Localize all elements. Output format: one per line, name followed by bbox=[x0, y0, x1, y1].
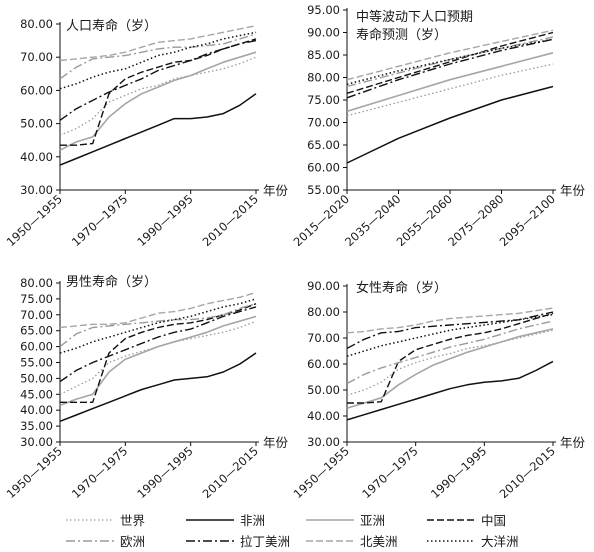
chart-title: 女性寿命（岁） bbox=[356, 280, 447, 296]
series-line-europe bbox=[59, 303, 257, 348]
x-tick-label: 1990—1995 bbox=[134, 444, 195, 501]
x-tick-label: 2010—2015 bbox=[200, 444, 261, 501]
x-axis-unit-label: 年份 bbox=[560, 183, 586, 198]
series-line-asia bbox=[59, 315, 257, 407]
y-tick-label: 85.00 bbox=[307, 48, 340, 62]
x-tick-label: 1970—1975 bbox=[359, 444, 420, 501]
y-tick-label: 60.00 bbox=[307, 161, 340, 175]
series-line-world bbox=[346, 329, 554, 396]
series-line-world bbox=[346, 63, 554, 117]
y-tick-label: 45.00 bbox=[20, 387, 53, 401]
series-line-europe bbox=[346, 36, 554, 88]
y-tick-label: 50.00 bbox=[20, 117, 53, 131]
x-tick-label: 1970—1975 bbox=[69, 444, 130, 501]
y-tick-label: 35.00 bbox=[20, 419, 53, 433]
series-line-africa bbox=[59, 352, 257, 422]
y-tick-label: 95.00 bbox=[307, 3, 340, 17]
chart-panel-2: 55.00 60.00 65.00 70.00 75.00 80.00 85.00 90.00… bbox=[291, 3, 586, 249]
series-line-africa bbox=[59, 93, 257, 166]
y-tick-label: 70.00 bbox=[20, 50, 53, 64]
series-line-latam bbox=[346, 311, 554, 350]
x-axis-unit-label: 年份 bbox=[263, 183, 289, 198]
y-tick-label: 55.00 bbox=[20, 356, 53, 370]
y-tick-label: 65.00 bbox=[20, 324, 53, 338]
y-tick-label: 90.00 bbox=[307, 26, 340, 40]
series-line-china bbox=[60, 303, 257, 403]
series-line-oceania bbox=[346, 38, 554, 86]
series-line-asia bbox=[59, 51, 257, 151]
y-tick-label: 70.00 bbox=[307, 331, 340, 345]
y-tick-label: 80.00 bbox=[307, 305, 340, 319]
series-line-world bbox=[59, 320, 257, 395]
legend-label-africa: 非洲 bbox=[240, 513, 265, 528]
y-tick-label: 30.00 bbox=[307, 435, 340, 449]
x-tick-label: 1950—1955 bbox=[4, 444, 65, 501]
y-tick-label: 40.00 bbox=[20, 403, 53, 417]
x-tick-label: 1990—1995 bbox=[134, 192, 195, 249]
legend-label-europe: 欧洲 bbox=[120, 534, 145, 549]
series-line-world bbox=[59, 56, 257, 136]
y-tick-label: 65.00 bbox=[307, 138, 340, 152]
series-line-europe bbox=[59, 33, 257, 80]
y-tick-label: 80.00 bbox=[20, 276, 53, 290]
x-axis-unit-label: 年份 bbox=[560, 435, 586, 450]
y-tick-label: 90.00 bbox=[307, 279, 340, 293]
series-line-china bbox=[347, 312, 554, 404]
series-line-africa bbox=[346, 85, 554, 164]
series-line-namerica bbox=[346, 307, 554, 334]
legend-label-oceania: 大洋洲 bbox=[481, 534, 519, 549]
series-line-latam bbox=[346, 38, 554, 99]
y-tick-label: 60.00 bbox=[20, 83, 53, 97]
y-tick-label: 30.00 bbox=[20, 183, 53, 197]
x-tick-label: 2095—2100 bbox=[497, 192, 558, 249]
y-tick-label: 50.00 bbox=[20, 371, 53, 385]
y-tick-label: 60.00 bbox=[20, 340, 53, 354]
series-line-china bbox=[60, 38, 257, 146]
y-tick-label: 75.00 bbox=[307, 93, 340, 107]
y-tick-label: 70.00 bbox=[20, 308, 53, 322]
y-tick-label: 55.00 bbox=[307, 183, 340, 197]
x-tick-label: 1950—1955 bbox=[291, 444, 352, 501]
legend-label-latam: 拉丁美洲 bbox=[240, 534, 290, 549]
legend-label-china: 中国 bbox=[481, 513, 506, 528]
series-line-africa bbox=[346, 360, 554, 421]
series-line-europe bbox=[346, 320, 554, 385]
x-axis-unit-label: 年份 bbox=[263, 435, 289, 450]
x-tick-label: 1950—1955 bbox=[4, 192, 65, 249]
x-tick-label: 1970—1975 bbox=[69, 192, 130, 249]
y-tick-label: 30.00 bbox=[20, 435, 53, 449]
legend-label-world: 世界 bbox=[120, 513, 146, 528]
series-line-namerica bbox=[346, 29, 554, 81]
legend-label-namerica: 北美洲 bbox=[360, 534, 398, 549]
y-tick-label: 80.00 bbox=[307, 71, 340, 85]
y-tick-label: 50.00 bbox=[307, 383, 340, 397]
chart-title: 中等波动下人口预期 bbox=[356, 9, 473, 25]
series-line-latam bbox=[59, 306, 257, 383]
chart-title-line2: 寿命预测（岁） bbox=[356, 27, 447, 43]
series-line-asia bbox=[346, 328, 554, 409]
y-tick-label: 40.00 bbox=[307, 409, 340, 423]
y-tick-label: 80.00 bbox=[20, 17, 53, 31]
chart-title: 人口寿命（岁） bbox=[66, 18, 157, 34]
chart-panel-4: 30.00 40.00 50.00 60.00 70.00 80.00 90.00 1950—… bbox=[291, 279, 586, 501]
chart-title: 男性寿命（岁） bbox=[66, 274, 157, 290]
legend-label-asia: 亚洲 bbox=[360, 513, 385, 528]
series-line-latam bbox=[59, 39, 257, 121]
y-tick-label: 60.00 bbox=[307, 357, 340, 371]
y-tick-label: 75.00 bbox=[20, 292, 53, 306]
series-line-china bbox=[346, 31, 554, 94]
x-tick-label: 1990—1995 bbox=[428, 444, 489, 501]
y-tick-label: 40.00 bbox=[20, 150, 53, 164]
x-tick-label: 2010—2015 bbox=[497, 444, 558, 501]
y-tick-label: 70.00 bbox=[307, 116, 340, 130]
series-line-namerica bbox=[59, 25, 257, 62]
series-line-namerica bbox=[59, 291, 257, 329]
series-line-oceania bbox=[59, 298, 257, 354]
series-line-asia bbox=[346, 52, 554, 113]
x-tick-label: 2010—2015 bbox=[200, 192, 261, 249]
